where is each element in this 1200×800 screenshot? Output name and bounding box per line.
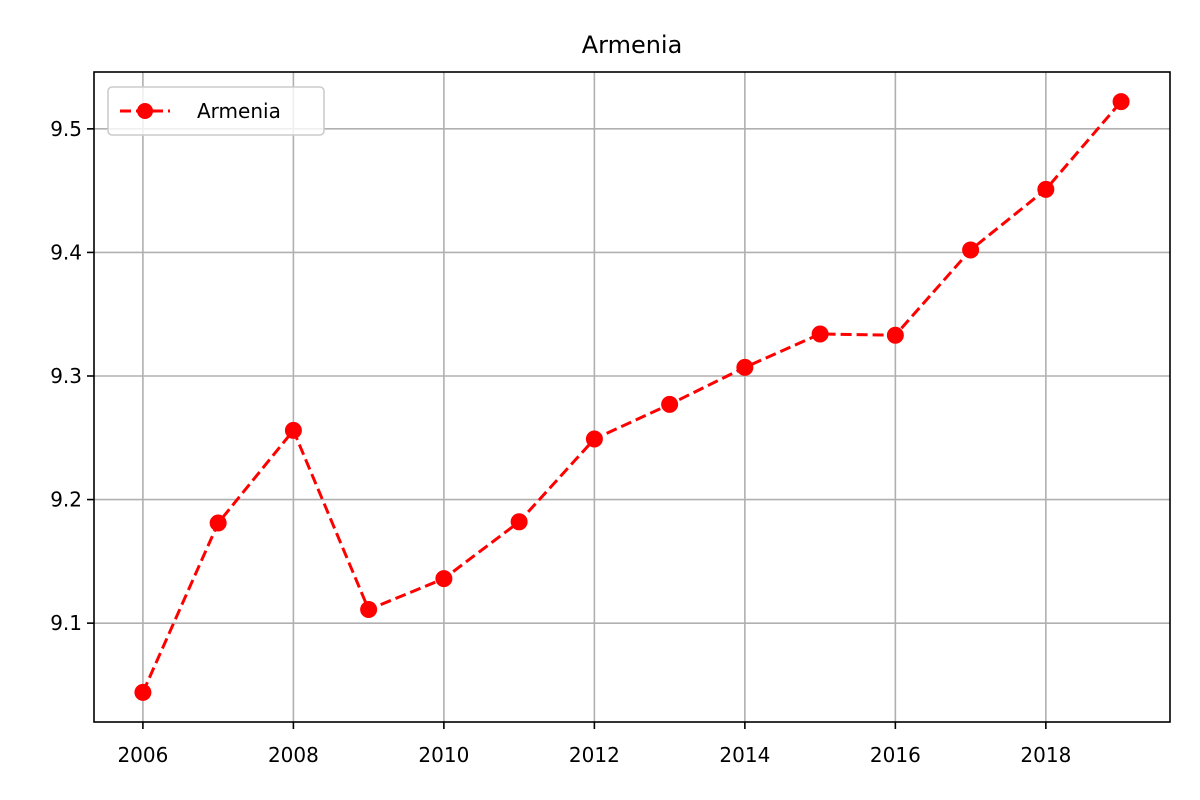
- data-point: [886, 326, 904, 344]
- data-point: [962, 241, 980, 259]
- grid: [94, 72, 1170, 722]
- data-point: [1112, 93, 1130, 111]
- y-tick-label: 9.5: [50, 117, 82, 141]
- data-point: [736, 358, 754, 376]
- x-tick-label: 2006: [117, 743, 168, 767]
- data-point: [510, 513, 528, 531]
- data-point: [585, 430, 603, 448]
- data-point: [134, 683, 152, 701]
- legend-label: Armenia: [197, 99, 281, 123]
- x-tick-label: 2012: [569, 743, 620, 767]
- x-tick-label: 2016: [870, 743, 921, 767]
- data-point: [284, 421, 302, 439]
- series-line-armenia: [141, 100, 1123, 693]
- plot-frame: [93, 71, 1171, 723]
- data-point: [1037, 180, 1055, 198]
- series-layer: [134, 93, 1130, 701]
- x-tick-label: 2008: [268, 743, 319, 767]
- chart-title: Armenia: [582, 31, 683, 59]
- legend: Armenia: [107, 86, 325, 136]
- data-point: [360, 601, 378, 619]
- data-point: [661, 395, 679, 413]
- legend-marker: [137, 103, 153, 119]
- x-tick-label: 2010: [418, 743, 469, 767]
- data-point: [435, 570, 453, 588]
- data-point: [811, 325, 829, 343]
- y-tick-label: 9.3: [50, 364, 82, 388]
- x-tick-label: 2018: [1020, 743, 1071, 767]
- y-tick-label: 9.2: [50, 488, 82, 512]
- x-tick-label: 2014: [719, 743, 770, 767]
- data-point: [209, 514, 227, 532]
- y-tick-label: 9.4: [50, 240, 82, 264]
- y-tick-label: 9.1: [50, 611, 82, 635]
- legend-box: [107, 86, 325, 136]
- axes: 2006 2008 2010 2012 2014 2016 2018 9.1 9.2 9.3 9.4…: [50, 117, 1071, 767]
